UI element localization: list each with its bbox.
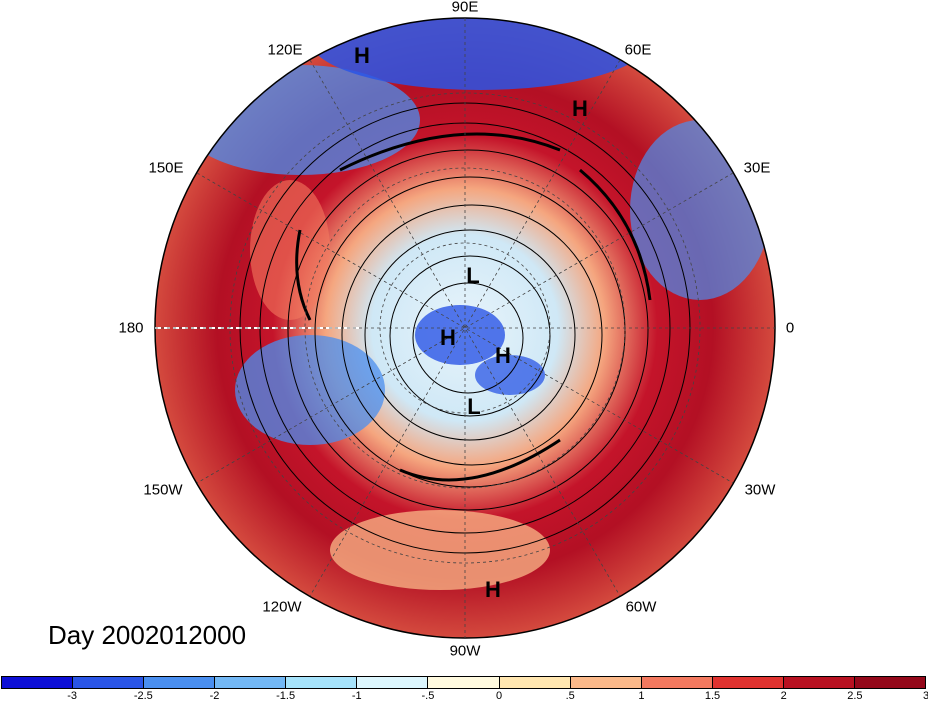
lon-label-60e: 60E [624, 41, 652, 59]
blue-anomaly-patch [310, 18, 650, 90]
lon-label-90w: 90W [449, 642, 481, 660]
colorbar-tick-label: 1 [638, 690, 645, 702]
low-pressure-center: L [466, 263, 480, 288]
lon-label-180: 180 [118, 319, 144, 337]
colorbar-tick-label: 2.5 [847, 690, 863, 702]
blue-anomaly-patch [180, 65, 420, 175]
graticule [155, 18, 775, 638]
light-anomaly-patch [330, 510, 550, 590]
lon-label-150w: 150W [143, 481, 183, 499]
colorbar-tick-label: 2 [780, 690, 787, 702]
lon-label-30e: 30E [743, 159, 771, 177]
colorbar [1, 676, 926, 689]
colorbar-tick-label: -2 [209, 690, 220, 702]
colorbar-tick-label: 0 [496, 690, 503, 702]
lon-label-30w: 30W [744, 481, 776, 499]
colorbar-tick-label: -.5 [421, 690, 435, 702]
date-label: Day 2002012000 [48, 620, 247, 650]
high-pressure-center: H [485, 577, 501, 602]
high-pressure-center: H [440, 325, 456, 350]
high-pressure-center: H [354, 43, 370, 68]
colorbar-swatch [712, 677, 784, 688]
low-pressure-center: L [467, 394, 481, 419]
polar-map [154, 17, 776, 639]
jet-streak-contours [295, 132, 652, 482]
high-pressure-center: H [495, 343, 511, 368]
blue-anomaly-patch [235, 335, 385, 445]
blue-anomaly-patch [475, 355, 545, 395]
colorbar-tick-label: -2.5 [133, 690, 153, 702]
colorbar-tick-label: -1.5 [276, 690, 296, 702]
colorbar-swatch [783, 677, 855, 688]
colorbar-swatch [357, 677, 429, 688]
lon-label-150e: 150E [148, 159, 184, 177]
colorbar-swatch [854, 677, 926, 688]
colorbar-swatch [144, 677, 216, 688]
colorbar-tick-label: 3 [922, 690, 928, 702]
lon-label-0: 0 [785, 319, 795, 337]
blue-anomaly-patch [415, 305, 505, 365]
lon-label-120e: 120E [267, 41, 303, 59]
colorbar-tick-label: .5 [565, 690, 575, 702]
colorbar-tick-label: -1 [351, 690, 362, 702]
blue-anomaly-patch [630, 120, 770, 300]
colorbar-swatch [570, 677, 642, 688]
colorbar-swatch [286, 677, 358, 688]
colorbar-tick-label: 1.5 [704, 690, 721, 702]
colorbar-swatch [641, 677, 713, 688]
colorbar-swatch [215, 677, 287, 688]
lon-label-120w: 120W [262, 598, 302, 616]
colorbar-swatch [499, 677, 571, 688]
lon-label-90e: 90E [451, 0, 479, 16]
colorbar-swatch [428, 677, 500, 688]
colorbar-swatch [73, 677, 145, 688]
high-pressure-center: H [572, 96, 588, 121]
colorbar-tick-label: -3 [67, 690, 78, 702]
lon-label-60w: 60W [625, 598, 657, 616]
colorbar-swatch [2, 677, 74, 688]
